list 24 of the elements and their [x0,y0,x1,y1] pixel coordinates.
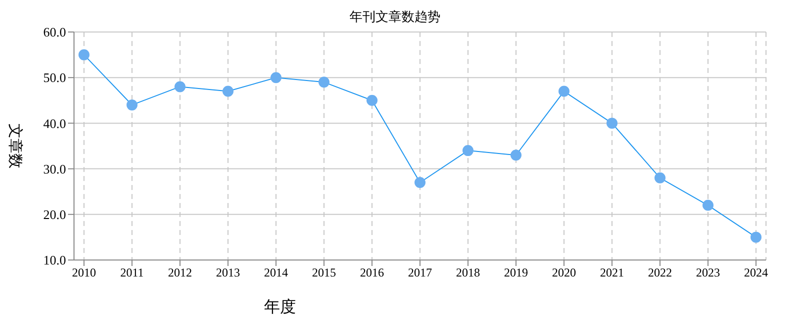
x-tick-label: 2023 [696,266,720,280]
x-tick-label: 2010 [72,266,96,280]
y-axis-title: 文章数 [6,124,24,168]
x-tick-label: 2013 [216,266,240,280]
x-tick-label: 2012 [168,266,192,280]
x-tick-label: 2019 [504,266,528,280]
x-tick-label: 2015 [312,266,336,280]
x-tick-label: 2022 [648,266,672,280]
x-axis-title: 年度 [264,298,296,316]
y-tick-label: 20.0 [43,207,66,222]
x-tick-label: 2014 [264,266,288,280]
y-tick-label: 10.0 [43,252,66,268]
x-tick-label: 2024 [744,266,768,280]
x-tick-label: 2020 [552,266,576,280]
y-tick-label: 40.0 [43,116,66,131]
x-tick-label: 2021 [600,266,624,280]
chart-title: 年刊文章数趋势 [348,8,442,26]
x-tick-label: 2017 [408,266,432,280]
x-tick-label: 2018 [456,266,480,280]
y-tick-label: 50.0 [43,70,66,86]
y-tick-label: 30.0 [43,161,66,176]
y-tick-label: 60.0 [43,24,66,40]
x-tick-label: 2011 [120,266,144,280]
x-tick-label: 2016 [360,266,384,280]
